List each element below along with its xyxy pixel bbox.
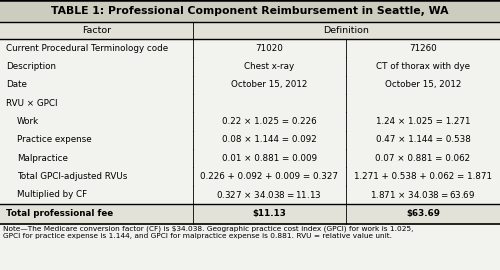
- Text: Factor: Factor: [82, 26, 111, 35]
- Text: Work: Work: [17, 117, 39, 126]
- Text: Practice expense: Practice expense: [17, 135, 92, 144]
- Text: $11.13: $11.13: [252, 209, 286, 218]
- Text: 71260: 71260: [409, 43, 437, 53]
- Text: 71020: 71020: [256, 43, 283, 53]
- FancyBboxPatch shape: [0, 0, 500, 22]
- Text: 0.327 × $34.038 = $11.13: 0.327 × $34.038 = $11.13: [216, 190, 322, 200]
- Text: 0.47 × 1.144 = 0.538: 0.47 × 1.144 = 0.538: [376, 135, 470, 144]
- FancyBboxPatch shape: [0, 167, 500, 186]
- Text: 0.01 × 0.881 = 0.009: 0.01 × 0.881 = 0.009: [222, 154, 317, 163]
- FancyBboxPatch shape: [0, 186, 500, 204]
- Text: Multiplied by CF: Multiplied by CF: [17, 190, 87, 200]
- Text: October 15, 2012: October 15, 2012: [231, 80, 308, 89]
- FancyBboxPatch shape: [0, 204, 500, 224]
- Text: 1.24 × 1.025 = 1.271: 1.24 × 1.025 = 1.271: [376, 117, 470, 126]
- Text: Date: Date: [6, 80, 27, 89]
- FancyBboxPatch shape: [0, 112, 500, 131]
- Text: 0.226 + 0.092 + 0.009 = 0.327: 0.226 + 0.092 + 0.009 = 0.327: [200, 172, 338, 181]
- Text: CT of thorax with dye: CT of thorax with dye: [376, 62, 470, 71]
- Text: $63.69: $63.69: [406, 209, 440, 218]
- Text: 1.271 + 0.538 + 0.062 = 1.871: 1.271 + 0.538 + 0.062 = 1.871: [354, 172, 492, 181]
- Text: 0.07 × 0.881 = 0.062: 0.07 × 0.881 = 0.062: [376, 154, 470, 163]
- FancyBboxPatch shape: [0, 76, 500, 94]
- Text: 1.871 × $34.038 = $63.69: 1.871 × $34.038 = $63.69: [370, 190, 476, 200]
- Text: RVU × GPCI: RVU × GPCI: [6, 99, 58, 108]
- Text: TABLE 1: Professional Component Reimbursement in Seattle, WA: TABLE 1: Professional Component Reimburs…: [52, 6, 449, 16]
- FancyBboxPatch shape: [0, 149, 500, 167]
- Text: October 15, 2012: October 15, 2012: [385, 80, 461, 89]
- Text: Total professional fee: Total professional fee: [6, 209, 113, 218]
- FancyBboxPatch shape: [0, 131, 500, 149]
- Text: Definition: Definition: [324, 26, 369, 35]
- Text: 0.08 × 1.144 = 0.092: 0.08 × 1.144 = 0.092: [222, 135, 316, 144]
- Text: Description: Description: [6, 62, 56, 71]
- Text: Note—The Medicare conversion factor (CF) is $34.038. Geographic practice cost in: Note—The Medicare conversion factor (CF)…: [3, 226, 414, 239]
- FancyBboxPatch shape: [0, 39, 500, 57]
- FancyBboxPatch shape: [0, 57, 500, 76]
- Text: Current Procedural Terminology code: Current Procedural Terminology code: [6, 43, 168, 53]
- Text: 0.22 × 1.025 = 0.226: 0.22 × 1.025 = 0.226: [222, 117, 316, 126]
- Text: Chest x-ray: Chest x-ray: [244, 62, 294, 71]
- Text: Total GPCI-adjusted RVUs: Total GPCI-adjusted RVUs: [17, 172, 128, 181]
- Text: Malpractice: Malpractice: [17, 154, 68, 163]
- FancyBboxPatch shape: [0, 22, 500, 39]
- FancyBboxPatch shape: [0, 94, 500, 112]
